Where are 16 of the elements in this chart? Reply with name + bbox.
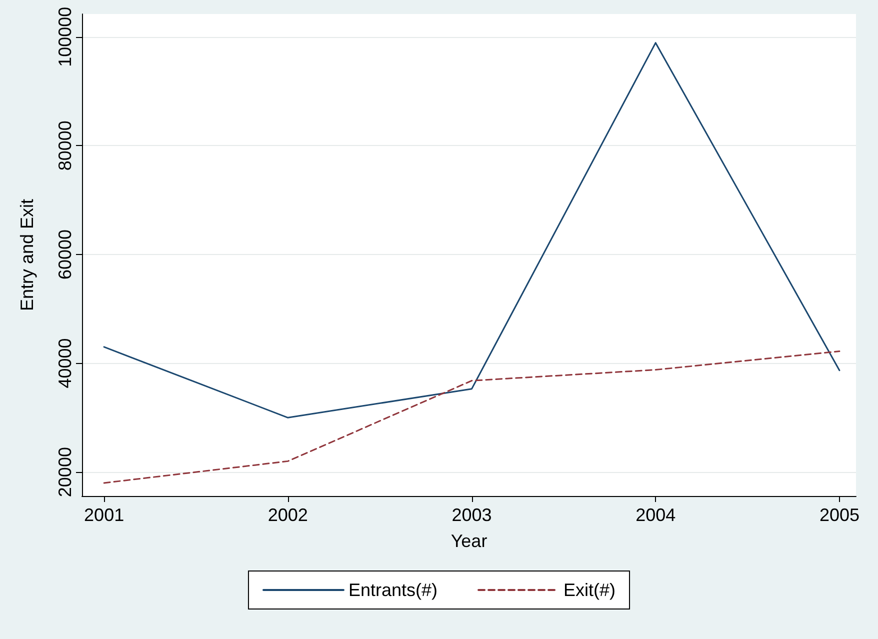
x-tick-label: 2002 — [268, 505, 308, 525]
legend-label: Entrants(#) — [348, 580, 438, 600]
line-series — [103, 350, 840, 484]
y-axis-title: Entry and Exit — [17, 198, 37, 312]
y-tick-label: 60000 — [55, 229, 75, 280]
x-axis-title: Year — [450, 531, 488, 551]
x-tick-label: 2004 — [636, 505, 676, 525]
line-series — [103, 42, 840, 418]
x-tick-label: 2003 — [452, 505, 492, 525]
x-tick-label: 2005 — [819, 505, 860, 525]
x-tick-label: 2001 — [84, 505, 124, 525]
y-tick-label: 80000 — [55, 120, 75, 171]
y-tick-label: 100000 — [55, 6, 75, 67]
legend-label: Exit(#) — [564, 580, 616, 600]
y-tick-label: 20000 — [55, 447, 75, 498]
y-tick-label: 40000 — [55, 338, 75, 388]
